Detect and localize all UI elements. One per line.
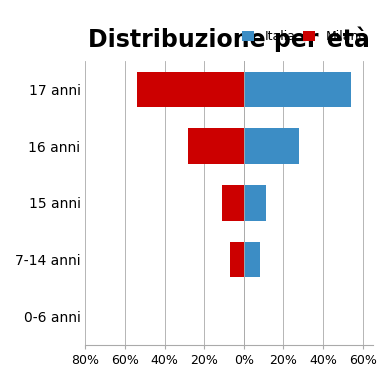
Bar [188,128,244,164]
Bar [244,72,351,107]
Bar [244,242,260,277]
Bar [137,72,244,107]
Title: Distribuzione per età: Distribuzione per età [88,26,370,52]
Bar [244,185,265,220]
Bar [244,128,299,164]
Legend: Italia, Milano: Italia, Milano [242,30,366,43]
Bar [230,242,244,277]
Bar [222,185,244,220]
